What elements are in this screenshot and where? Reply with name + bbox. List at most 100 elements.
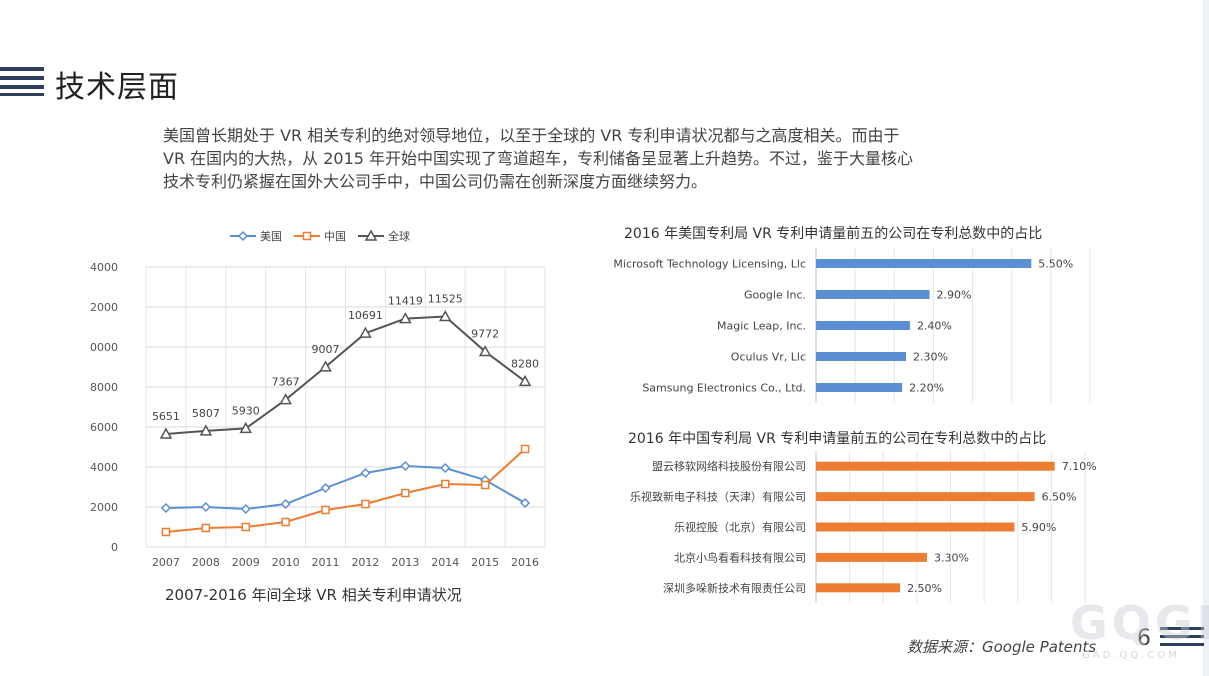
intro-line: 技术专利仍紧握在国外大公司手中，中国公司仍需在创新深度方面继续努力。 <box>163 172 708 191</box>
data-point <box>401 488 410 498</box>
data-point <box>400 460 411 472</box>
intro-paragraph: 美国曾长期处于 VR 相关专利的绝对领导地位，以至于全球的 VR 专利申请状况都… <box>163 124 1043 193</box>
y-tick-label: 4000 <box>90 461 118 474</box>
data-label: 7367 <box>272 376 300 389</box>
value-label: 2.40% <box>917 320 952 333</box>
category-label: Microsoft Technology Licensing, Llc <box>613 258 806 271</box>
data-source: 数据来源：Google Patents <box>907 638 1097 656</box>
data-point <box>280 498 291 510</box>
data-point <box>241 522 250 532</box>
x-tick-label: 2008 <box>192 556 220 569</box>
legend-item: 中国 <box>294 230 346 243</box>
data-label: 9772 <box>471 328 499 341</box>
value-label: 2.20% <box>909 382 944 395</box>
data-point <box>161 527 171 537</box>
data-point <box>518 374 532 387</box>
value-label: 2.30% <box>913 351 948 364</box>
data-point <box>237 230 249 242</box>
bar <box>816 383 903 392</box>
data-point <box>364 229 378 241</box>
legend-label: 美国 <box>260 230 282 243</box>
value-label: 6.50% <box>1042 491 1077 504</box>
data-point <box>478 345 492 357</box>
page-number: 6 <box>1137 626 1151 651</box>
data-point <box>199 424 213 436</box>
x-tick-label: 2009 <box>232 556 260 569</box>
watermark-logo: GQGI <box>1070 596 1209 650</box>
x-tick-label: 2012 <box>351 556 379 569</box>
data-point <box>360 467 371 479</box>
data-point <box>399 312 412 324</box>
data-point <box>520 444 530 454</box>
x-tick-label: 2016 <box>511 556 539 569</box>
data-label: 11525 <box>428 293 463 306</box>
value-label: 5.90% <box>1021 521 1056 534</box>
data-label: 9007 <box>312 343 340 356</box>
data-point <box>441 479 450 489</box>
data-point <box>201 523 211 533</box>
data-label: 8280 <box>511 357 539 370</box>
chart-title: 2016 年中国专利局 VR 专利申请量前五的公司在专利总数中的占比 <box>628 430 1046 447</box>
x-tick-label: 2013 <box>391 556 419 569</box>
value-label: 2.90% <box>937 289 972 302</box>
data-label: 5651 <box>152 410 180 423</box>
data-point <box>438 309 452 322</box>
series-line <box>165 464 526 511</box>
legend-label: 全球 <box>388 229 410 243</box>
data-point <box>159 427 173 439</box>
bar <box>816 461 1055 471</box>
y-tick-label: 14000 <box>90 261 118 274</box>
value-label: 5.50% <box>1038 258 1073 271</box>
bar <box>816 352 907 361</box>
data-label: 10691 <box>348 309 383 322</box>
category-label: Oculus Vr, Llc <box>731 351 806 364</box>
legend-item: 美国 <box>230 230 282 243</box>
data-point <box>319 360 332 372</box>
y-tick-label: 0 <box>111 541 118 554</box>
chart-title: 2016 年美国专利局 VR 专利申请量前五的公司在专利总数中的占比 <box>624 225 1042 242</box>
x-tick-label: 2010 <box>272 556 300 569</box>
category-label: Magic Leap, Inc. <box>717 320 806 333</box>
bar <box>816 259 1032 268</box>
title-decoration-bars <box>0 67 44 97</box>
data-point <box>302 231 312 241</box>
data-label: 11419 <box>388 295 423 308</box>
bar <box>816 552 927 562</box>
category-label: 盟云移软网络科技股份有限公司 <box>652 459 806 473</box>
intro-line: VR 在国内的大热，从 2015 年开始中国实现了弯道超车，专利储备呈显著上升趋… <box>163 149 914 168</box>
category-label: Samsung Electronics Co., Ltd. <box>642 382 806 395</box>
slide-right-edge <box>1203 0 1209 676</box>
data-point <box>440 462 451 474</box>
series-line <box>165 448 526 533</box>
category-label: 乐视致新电子科技（天津）有限公司 <box>630 490 806 504</box>
category-label: 乐视控股（北京）有限公司 <box>674 520 806 534</box>
data-label: 5930 <box>232 404 260 417</box>
y-tick-label: 6000 <box>90 421 118 434</box>
global-vr-patent-line-chart: 美国 中国 全球 0 2000 4000 6000 8000 10000 12000 14000 20… <box>90 229 546 604</box>
data-point <box>279 393 292 405</box>
value-label: 7.10% <box>1062 460 1097 473</box>
y-tick-label: 10000 <box>90 341 118 354</box>
data-point <box>200 501 211 513</box>
y-tick-label: 2000 <box>90 501 118 514</box>
y-tick-label: 12000 <box>90 301 118 314</box>
category-label: Google Inc. <box>744 289 806 302</box>
chart-title: 2007-2016 年间全球 VR 相关专利申请状况 <box>165 586 462 604</box>
data-label: 5807 <box>192 407 220 420</box>
bar <box>816 290 930 299</box>
us-top5-bar-chart: 2016 年美国专利局 VR 专利申请量前五的公司在专利总数中的占比 Micros… <box>613 225 1091 403</box>
x-tick-label: 2014 <box>431 556 459 569</box>
data-point <box>361 499 370 509</box>
data-point <box>240 503 251 515</box>
x-tick-label: 2011 <box>312 556 340 569</box>
cn-top5-bar-chart: 2016 年中国专利局 VR 专利申请量前五的公司在专利总数中的占比盟云移软网络… <box>628 430 1097 603</box>
data-point <box>519 497 531 509</box>
x-tick-label: 2015 <box>471 556 499 569</box>
data-point <box>281 517 290 527</box>
data-point <box>359 326 372 338</box>
corner-decoration-bars <box>1160 627 1204 653</box>
data-point <box>480 480 490 490</box>
value-label: 3.30% <box>934 551 969 564</box>
category-label: 深圳多哚新技术有限责任公司 <box>663 581 806 595</box>
x-tick-label: 2007 <box>152 556 180 569</box>
